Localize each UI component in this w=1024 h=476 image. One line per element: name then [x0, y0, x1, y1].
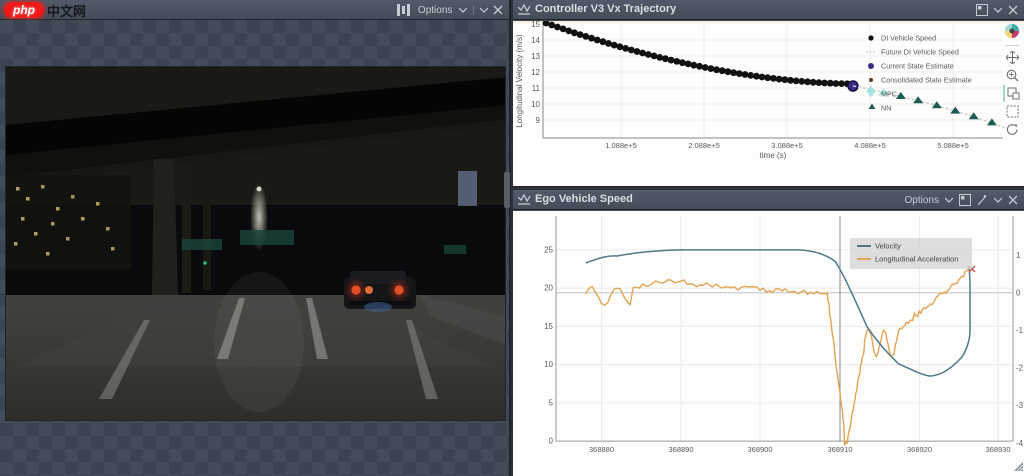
svg-text:Velocity: Velocity	[875, 242, 901, 251]
svg-text:368910: 368910	[827, 445, 852, 454]
svg-text:12: 12	[531, 68, 540, 77]
svg-text:13: 13	[531, 52, 540, 61]
svg-text:NN: NN	[881, 104, 891, 113]
svg-text:368920: 368920	[907, 445, 932, 454]
svg-text:Consolidated State Estimate: Consolidated State Estimate	[881, 76, 972, 85]
svg-text:11: 11	[532, 84, 541, 93]
svg-text:Current State Estimate: Current State Estimate	[881, 62, 954, 71]
svg-text:15: 15	[544, 322, 553, 331]
svg-text:0: 0	[549, 437, 554, 446]
svg-text:368900: 368900	[747, 445, 772, 454]
svg-text:20: 20	[544, 284, 553, 293]
svg-text:9: 9	[536, 116, 541, 125]
svg-text:-1: -1	[1016, 326, 1024, 335]
svg-text:time (s): time (s)	[760, 151, 787, 160]
svg-text:10: 10	[531, 100, 540, 109]
svg-text:DI Vehicle Speed: DI Vehicle Speed	[881, 34, 936, 43]
svg-text:-3: -3	[1016, 401, 1024, 410]
svg-text:-4: -4	[1016, 439, 1024, 448]
svg-text:-2: -2	[1016, 364, 1024, 373]
svg-text:25: 25	[544, 246, 553, 255]
svg-text:14: 14	[531, 36, 540, 45]
svg-text:Future DI Vehicle Speed: Future DI Vehicle Speed	[881, 48, 959, 57]
svg-text:368930: 368930	[985, 445, 1010, 454]
svg-text:0: 0	[1016, 288, 1021, 297]
svg-text:4.088e+5: 4.088e+5	[854, 141, 886, 150]
svg-text:Longitudinal Acceleration: Longitudinal Acceleration	[875, 255, 958, 264]
svg-text:368880: 368880	[589, 445, 614, 454]
svg-text:1: 1	[1016, 251, 1021, 260]
svg-text:5: 5	[549, 399, 554, 408]
svg-text:3.088e+5: 3.088e+5	[771, 141, 803, 150]
svg-text:Longitudinal Velocity (m/s): Longitudinal Velocity (m/s)	[515, 34, 524, 128]
svg-text:368890: 368890	[668, 445, 693, 454]
svg-text:15: 15	[531, 21, 540, 29]
svg-text:5.088e+5: 5.088e+5	[937, 141, 969, 150]
svg-text:MPC: MPC	[881, 90, 897, 99]
svg-text:2.088e+5: 2.088e+5	[688, 141, 720, 150]
svg-text:10: 10	[544, 360, 553, 369]
svg-text:1.088e+5: 1.088e+5	[605, 141, 637, 150]
